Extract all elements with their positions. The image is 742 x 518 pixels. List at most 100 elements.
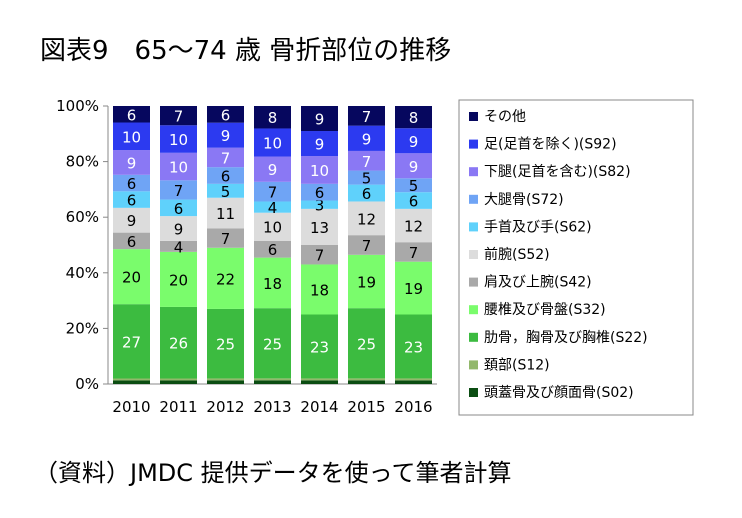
data-label: 25 <box>216 336 235 354</box>
data-label: 8 <box>409 109 419 127</box>
data-label: 7 <box>174 108 184 126</box>
bar-segment <box>348 150 385 171</box>
bar-segment <box>348 378 385 381</box>
x-tick-label: 2012 <box>206 398 244 416</box>
bar-segment <box>348 106 385 126</box>
legend-swatch <box>469 222 478 232</box>
data-label: 6 <box>315 184 325 202</box>
bar-segment <box>301 380 338 384</box>
bar-segment <box>348 254 385 309</box>
data-label: 9 <box>315 136 325 154</box>
bar-segment <box>348 380 385 384</box>
legend-swatch <box>469 305 478 315</box>
bar-segment <box>395 106 432 129</box>
bar-segment <box>160 125 197 153</box>
y-tick-label: 100% <box>56 97 99 115</box>
legend-label: 前腕(S52) <box>484 246 550 263</box>
bar-segment <box>301 208 338 245</box>
data-label: 7 <box>221 149 231 167</box>
legend-label: 大腿骨(S72) <box>484 192 564 208</box>
data-label: 18 <box>263 275 282 293</box>
bar-segment <box>348 201 385 236</box>
data-label: 9 <box>127 154 137 172</box>
data-label: 12 <box>404 218 423 236</box>
data-label: 4 <box>268 199 278 217</box>
data-label: 23 <box>404 338 423 356</box>
data-label: 20 <box>169 271 188 289</box>
data-label: 9 <box>221 127 231 145</box>
legend-swatch <box>469 388 478 397</box>
data-label: 6 <box>362 185 372 203</box>
data-label: 10 <box>310 162 329 180</box>
bar-segment <box>207 147 244 168</box>
bar-segment <box>160 306 197 379</box>
bar-segment <box>348 184 385 202</box>
bar-segment <box>113 191 150 208</box>
data-label: 10 <box>122 128 141 146</box>
data-label: 5 <box>409 177 419 195</box>
bar-segment <box>395 208 432 243</box>
legend-label: 足(足首を除く)(S92) <box>484 137 617 153</box>
bar-segment <box>395 380 432 384</box>
legend-swatch <box>469 332 478 342</box>
bar-segment <box>207 380 244 384</box>
legend-swatch <box>469 250 478 259</box>
bar-segment <box>348 308 385 379</box>
bar-segment <box>113 122 150 151</box>
legend-label: 下腿(足首を含む)(S82) <box>484 164 631 180</box>
bar-segment <box>395 178 432 193</box>
data-label: 25 <box>357 335 376 353</box>
data-label: 9 <box>268 161 278 179</box>
bar-segment <box>207 308 244 379</box>
x-tick-label: 2015 <box>347 398 385 416</box>
x-tick-label: 2013 <box>253 398 291 416</box>
x-tick-label: 2014 <box>300 398 338 416</box>
legend-swatch <box>469 194 478 204</box>
legend-swatch <box>469 139 478 149</box>
bar-segment <box>301 314 338 379</box>
bar-segment <box>254 128 291 157</box>
data-label: 22 <box>216 270 235 288</box>
bar-segment <box>301 264 338 315</box>
x-tick-label: 2011 <box>159 398 197 416</box>
data-label: 7 <box>409 244 419 262</box>
data-label: 26 <box>169 335 188 353</box>
x-tick-label: 2010 <box>112 398 150 416</box>
bar-segment <box>301 378 338 381</box>
legend-label: 頭蓋骨及び顔面骨(S02) <box>484 385 634 401</box>
y-tick-label: 60% <box>66 208 99 226</box>
bar-segment <box>113 207 150 233</box>
data-label: 9 <box>409 133 419 151</box>
source-note: （資料）JMDC 提供データを使って筆者計算 <box>34 459 512 487</box>
bar-segment <box>395 314 432 379</box>
data-label: 6 <box>409 193 419 211</box>
bar-segment <box>395 192 432 209</box>
y-tick-label: 0% <box>75 375 99 393</box>
legend-label: 手首及び手(S62) <box>484 219 592 235</box>
data-label: 10 <box>263 135 282 153</box>
legend-box <box>458 99 694 416</box>
legend-label: 肩及び上腕(S42) <box>484 275 592 291</box>
bar-segment <box>160 106 197 126</box>
data-label: 7 <box>221 230 231 248</box>
data-label: 10 <box>169 131 188 149</box>
bar-segment <box>395 242 432 262</box>
legend-swatch <box>469 360 478 370</box>
bar-segment <box>207 122 244 148</box>
data-label: 3 <box>315 197 325 215</box>
data-label: 18 <box>310 281 329 299</box>
data-label: 9 <box>362 130 372 148</box>
bar-segment <box>254 380 291 384</box>
bar-segment <box>207 378 244 381</box>
data-label: 6 <box>268 241 278 259</box>
bar-segment <box>113 232 150 250</box>
bar-segment <box>254 378 291 381</box>
bar-segment <box>207 197 244 229</box>
chart-title: 図表9 65～74 歳 骨折部位の推移 <box>40 36 452 66</box>
bar-segment <box>160 152 197 181</box>
bar-segment <box>301 183 338 201</box>
data-label: 9 <box>409 158 419 176</box>
y-tick-label: 80% <box>66 153 99 171</box>
bar-segment <box>113 304 150 379</box>
bar-segment <box>113 150 150 175</box>
